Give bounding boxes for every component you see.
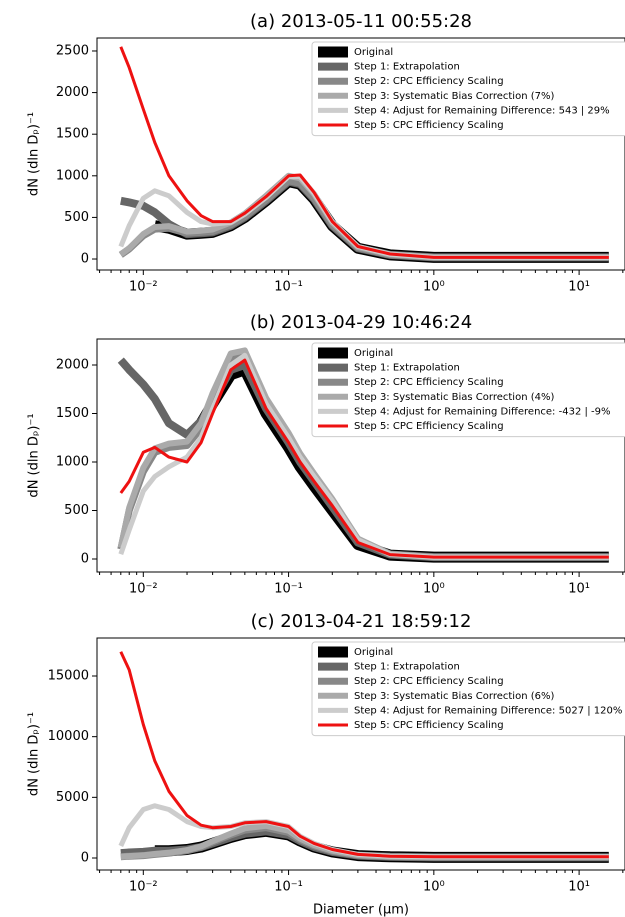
legend-label: Step 1: Extrapolation [354, 62, 460, 73]
x-tick-label: 10⁻² [129, 280, 158, 295]
y-tick-label: 2500 [56, 43, 89, 58]
legend-label: Step 4: Adjust for Remaining Difference:… [354, 105, 610, 116]
x-tick-label: 10⁻¹ [274, 582, 303, 597]
y-axis-label: dN (dln Dₚ)⁻¹ [27, 712, 42, 796]
x-tick-label: 10⁻² [129, 880, 158, 895]
y-tick-label: 5000 [56, 790, 89, 805]
y-tick-label: 500 [64, 503, 89, 518]
legend-label: Step 2: CPC Efficiency Scaling [354, 76, 504, 87]
subplot-title: (c) 2013-04-21 18:59:12 [251, 611, 472, 632]
legend-box [311, 342, 625, 438]
legend: Original Step 1: Extrapolation Step 2: CPC… [311, 342, 625, 438]
legend-label: Step 5: CPC Efficiency Scaling [354, 720, 504, 731]
x-tick-label: 10⁰ [423, 280, 445, 295]
legend-label: Step 5: CPC Efficiency Scaling [354, 120, 504, 131]
legend-label: Original [354, 348, 393, 359]
y-axis-label: dN (dln Dₚ)⁻¹ [27, 413, 42, 497]
legend-label: Step 2: CPC Efficiency Scaling [354, 676, 504, 687]
subplot-title: (b) 2013-04-29 10:46:24 [250, 312, 472, 333]
y-tick-label: 10000 [48, 729, 89, 744]
y-axis-label: dN (dln Dₚ)⁻¹ [27, 112, 42, 196]
legend-label: Step 4: Adjust for Remaining Difference:… [354, 705, 622, 716]
legend-label: Original [354, 647, 393, 658]
legend-label: Step 4: Adjust for Remaining Difference:… [354, 406, 611, 417]
y-tick-label: 0 [81, 552, 89, 567]
subplot: (b) 2013-04-29 10:46:24 dN (dln Dₚ)⁻¹ 0 500… [27, 312, 625, 597]
subplot-title: (a) 2013-05-11 00:55:28 [250, 11, 472, 32]
y-tick-label: 0 [81, 851, 89, 866]
subplot: (c) 2013-04-21 18:59:12 dN (dln Dₚ)⁻¹ Diam… [27, 611, 625, 917]
x-tick-label: 10⁰ [423, 582, 445, 597]
series-line [119, 46, 609, 259]
x-tick-label: 10¹ [568, 880, 590, 895]
x-tick-label: 10⁻¹ [274, 880, 303, 895]
legend: Original Step 1: Extrapolation Step 2: CPC… [311, 641, 625, 737]
x-tick-label: 10⁻² [129, 582, 158, 597]
legend-box [311, 641, 625, 737]
x-tick-label: 10⁰ [423, 880, 445, 895]
y-tick-label: 2000 [56, 85, 89, 100]
series-line [119, 358, 609, 559]
axes-frame [96, 338, 625, 573]
subplot: (a) 2013-05-11 00:55:28 dN (dln Dₚ)⁻¹ 0 500… [27, 11, 625, 295]
legend-label: Step 2: CPC Efficiency Scaling [354, 377, 504, 388]
axes-frame [96, 37, 625, 271]
legend-label: Original [354, 47, 393, 58]
x-tick-label: 10⁻¹ [274, 280, 303, 295]
y-tick-label: 0 [81, 252, 89, 267]
y-tick-label: 1500 [56, 127, 89, 142]
legend-label: Step 1: Extrapolation [354, 363, 460, 374]
x-axis-label: Diameter (μm) [313, 903, 409, 917]
legend-label: Step 3: Systematic Bias Correction (4%) [354, 392, 554, 403]
y-tick-label: 500 [64, 210, 89, 225]
y-tick-label: 1000 [56, 454, 89, 469]
axes-frame [96, 637, 625, 871]
legend-label: Step 1: Extrapolation [354, 662, 460, 673]
x-tick-label: 10¹ [568, 280, 590, 295]
legend-box [311, 41, 625, 137]
legend-label: Step 3: Systematic Bias Correction (7%) [354, 91, 554, 102]
legend-label: Step 3: Systematic Bias Correction (6%) [354, 691, 554, 702]
legend-label: Step 5: CPC Efficiency Scaling [354, 421, 504, 432]
y-tick-label: 15000 [48, 669, 89, 684]
series-line [153, 176, 609, 263]
y-tick-label: 2000 [56, 357, 89, 372]
y-tick-label: 1000 [56, 168, 89, 183]
series-line [119, 651, 609, 859]
x-tick-label: 10¹ [568, 582, 590, 597]
y-tick-label: 1500 [56, 406, 89, 421]
legend: Original Step 1: Extrapolation Step 2: CPC… [311, 41, 625, 137]
